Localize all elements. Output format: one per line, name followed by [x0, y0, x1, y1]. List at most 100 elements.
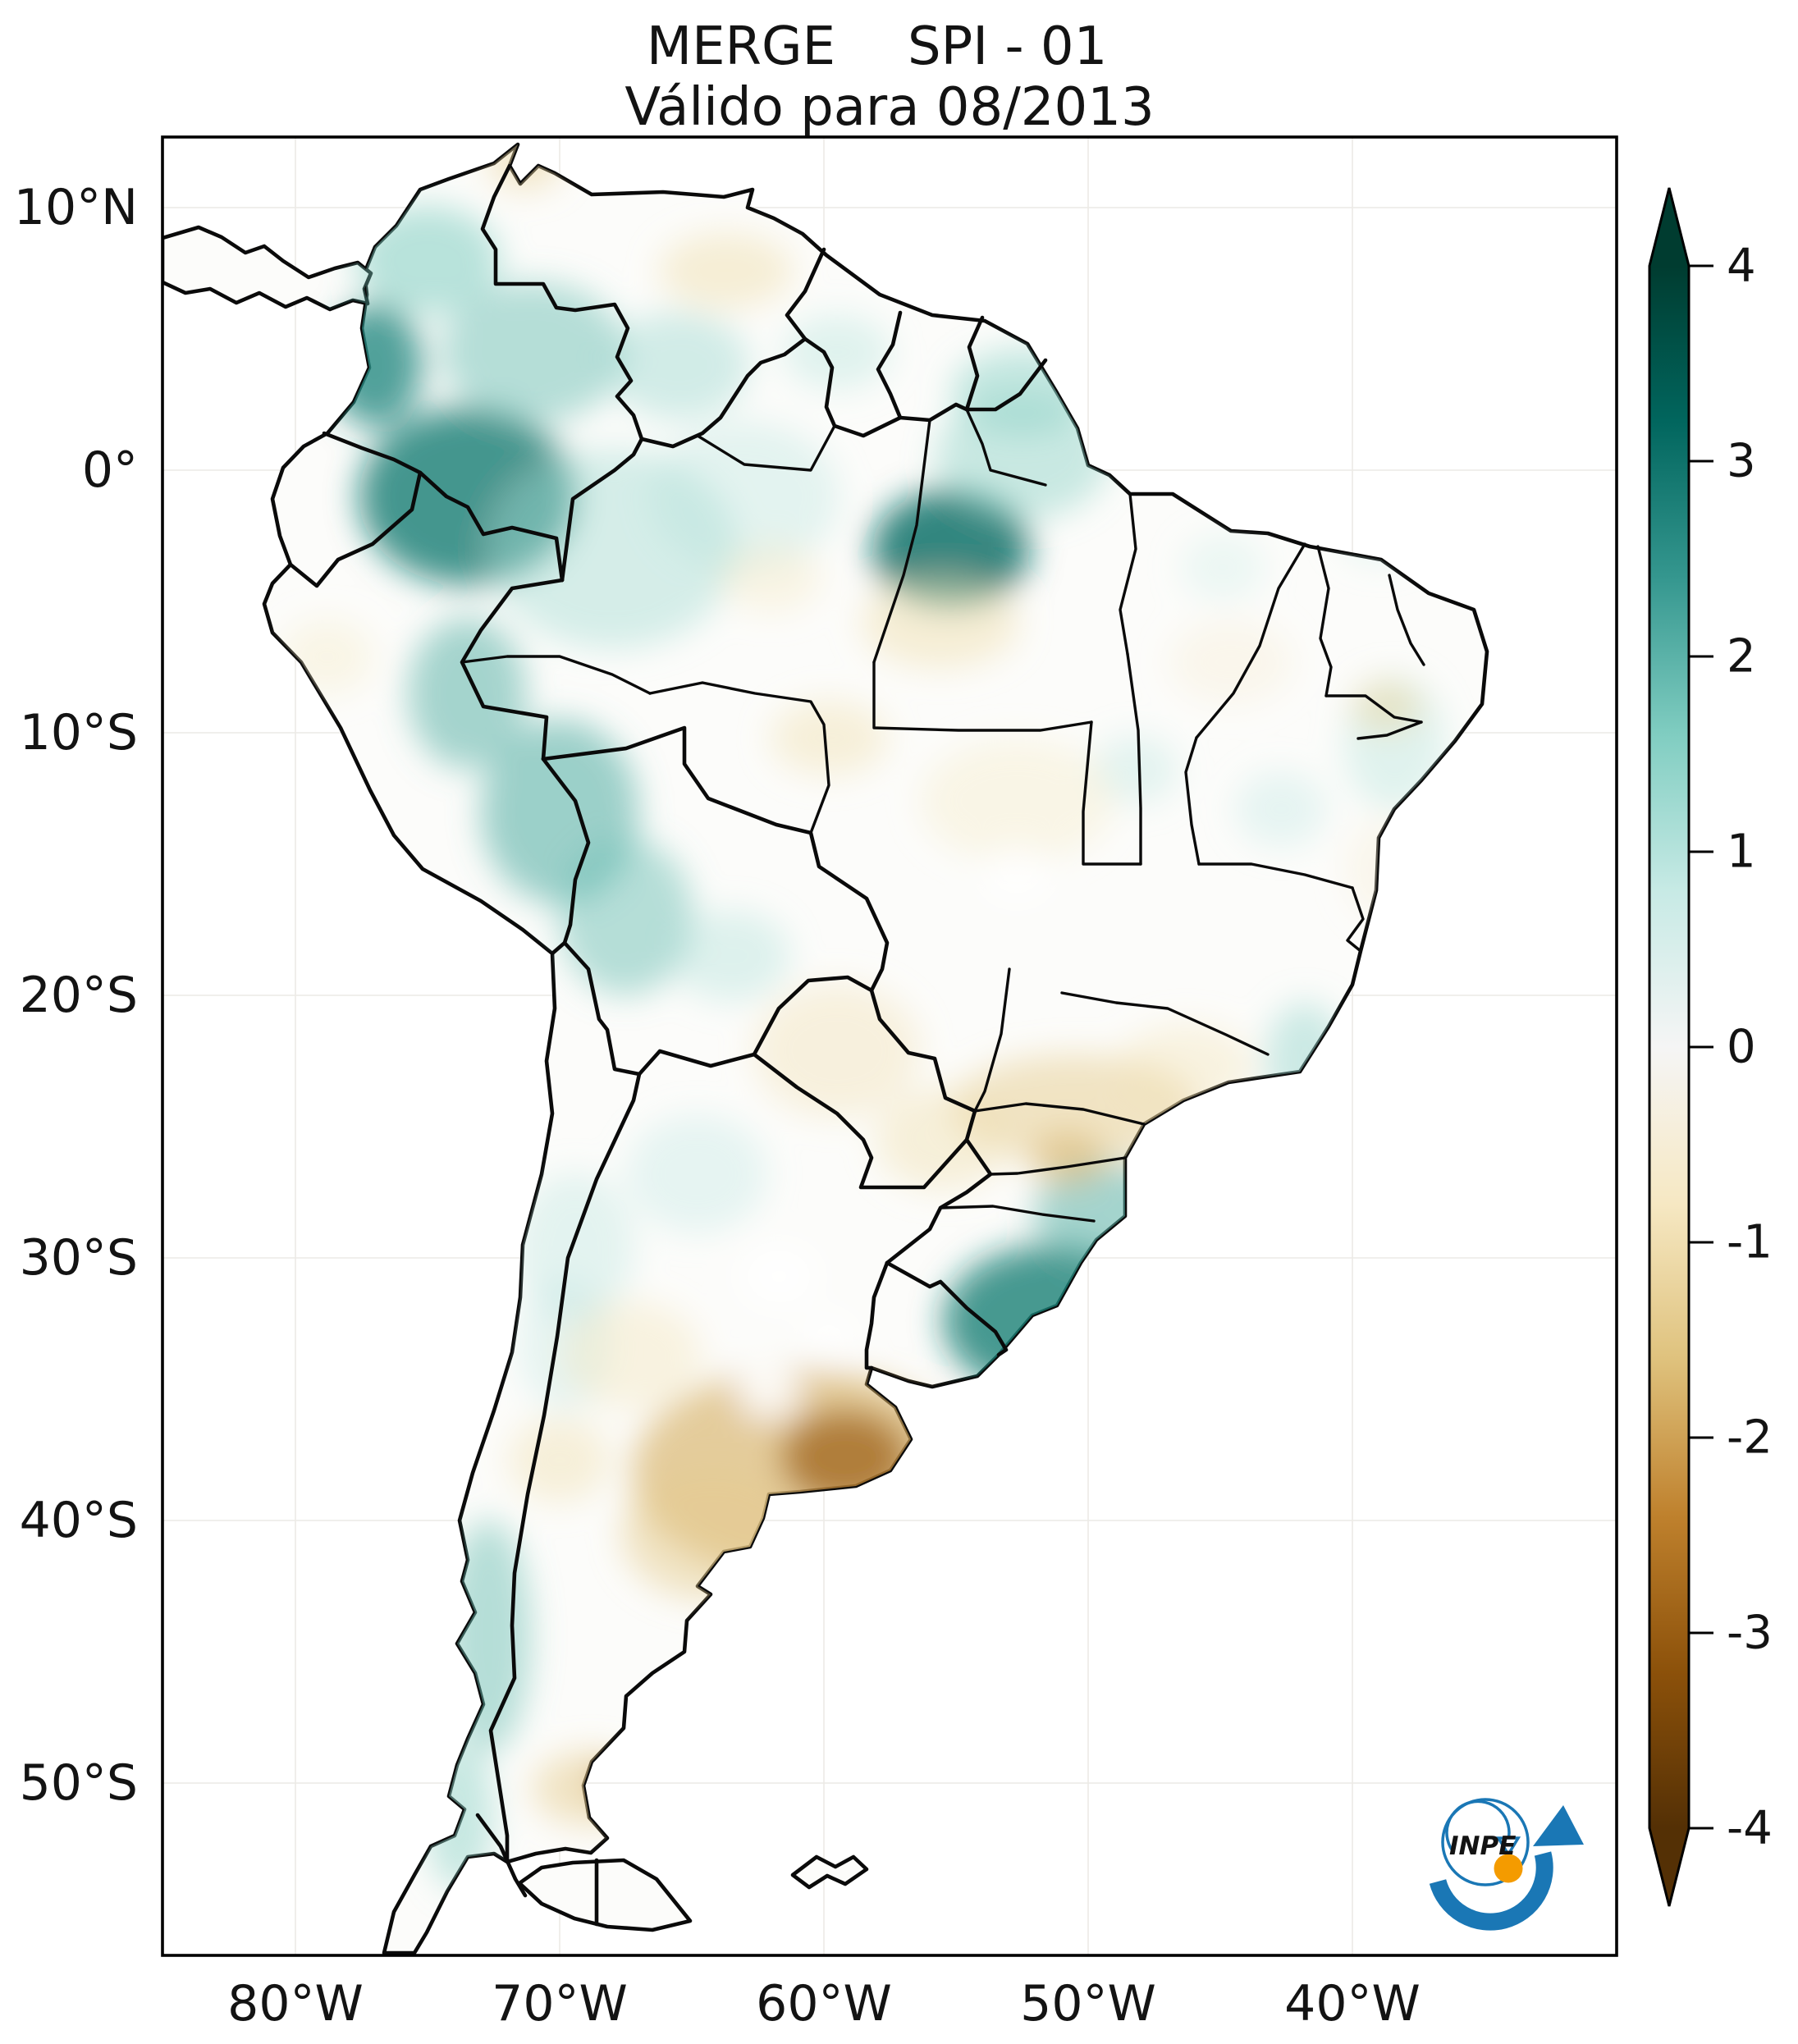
- border-bolivia-argentina: [637, 1049, 757, 1077]
- stateline-ceara-paraiba: [1388, 574, 1425, 666]
- stateline-matogrossodosul: [973, 967, 1011, 1113]
- figure-subtitle: Válido para 08/2013: [624, 77, 1154, 138]
- logo-swoosh-icon: [1429, 1851, 1553, 1931]
- border-chile-argentina-south: [475, 1813, 528, 1898]
- colorbar-ticks: 4 3 2 1 0 -1 -2 -3 -4: [1689, 240, 1773, 1855]
- border-venezuela-brazil: [639, 336, 807, 449]
- stateline-amapa: [965, 408, 1047, 487]
- stateline-acre: [460, 655, 652, 695]
- border-bolivia-brazil: [541, 725, 890, 993]
- logo-text: INPE: [1449, 1831, 1516, 1861]
- lat-tick-label: 20°S: [20, 967, 138, 1024]
- spi-no-data-patch: [741, 1246, 817, 1306]
- colorbar-tick-label: 3: [1727, 435, 1756, 488]
- spi-blob: [875, 1089, 1010, 1191]
- spi-blob: [441, 281, 625, 423]
- stateline-saopaulo-parana: [973, 1102, 1146, 1126]
- spi-blob: [558, 838, 693, 995]
- stateline-pernambuco-coast: [1357, 720, 1423, 740]
- lat-tick-label: 30°S: [20, 1229, 138, 1287]
- spi-no-data-patch: [983, 848, 1051, 900]
- figure-title-left: MERGE: [647, 16, 835, 77]
- border-peru-bolivia: [541, 757, 591, 945]
- colorbar-tick-label: 1: [1727, 825, 1756, 879]
- lon-tick-label: 80°W: [227, 1975, 364, 2033]
- spi-blob: [1235, 771, 1328, 847]
- inpe-logo: INPE: [1429, 1798, 1584, 1931]
- stateline-maranhao-piaui: [1195, 542, 1306, 739]
- colorbar-tick-label: -3: [1727, 1607, 1773, 1660]
- spi-blob: [1092, 734, 1178, 804]
- border-venezuela-guyana: [785, 247, 826, 341]
- stateline-para-matogrosso: [872, 661, 1093, 732]
- country-borders: [288, 163, 1048, 1927]
- border-argentina-brazil: [885, 1137, 993, 1265]
- border-chile-andes: [488, 940, 642, 1864]
- colorbar-tick-label: 4: [1727, 240, 1756, 293]
- spi-no-data-patch: [803, 1316, 855, 1357]
- stateline-parana-santacatarina: [989, 1156, 1127, 1176]
- stateline-matogrosso-goias: [1082, 720, 1142, 866]
- spi-blob: [753, 983, 922, 1118]
- spi-blob: [607, 311, 749, 419]
- stateline-rondonia: [648, 681, 830, 835]
- border-frguiana-brazil: [964, 358, 1048, 412]
- spi-blob: [935, 395, 1109, 519]
- colorbar: 4 3 2 1 0 -1 -2 -3 -4: [1648, 187, 1773, 1907]
- brazil-state-borders: [460, 408, 1425, 1223]
- small-island: [790, 1854, 869, 1890]
- stateline-bahia-west: [1184, 736, 1201, 866]
- spi-blob: [920, 738, 1114, 864]
- colorbar-tick-label: 2: [1727, 630, 1756, 684]
- border-colombia-venezuela: [480, 163, 644, 441]
- border-guianas-brazil: [803, 336, 969, 438]
- lat-tick-label: 50°S: [20, 1754, 138, 1812]
- border-colombia-peru: [418, 470, 565, 583]
- spi-no-data-patch: [739, 1368, 798, 1416]
- spi-blob: [783, 314, 892, 390]
- spi-blob: [1168, 619, 1293, 705]
- colorbar-tick-label: -4: [1727, 1802, 1773, 1855]
- map-panel: INPE: [161, 135, 1618, 1957]
- colorbar-tick-label: -2: [1727, 1411, 1773, 1465]
- logo-outer-circle-icon: [1441, 1798, 1530, 1886]
- spi-blob: [720, 543, 822, 613]
- stateline-amazonas-para: [872, 418, 931, 664]
- spi-blob: [770, 700, 889, 776]
- border-paraguay-argentina: [752, 1052, 969, 1190]
- latitude-axis: 10°N 0° 10°S 20°S 30°S 40°S 50°S: [14, 179, 138, 1812]
- logo-orange-dot-icon: [1494, 1854, 1523, 1883]
- border-colombia-ecuador: [322, 431, 423, 475]
- lat-tick-label: 10°S: [20, 704, 138, 761]
- stateline-bahia-minas: [1197, 862, 1354, 889]
- spi-blob: [872, 490, 1030, 608]
- spi-blob: [355, 206, 500, 314]
- logo-down-arrow-icon: [1495, 1836, 1521, 1858]
- spi-blob: [861, 576, 1019, 669]
- spi-blob: [626, 1114, 768, 1233]
- logo-arrowhead-icon: [1533, 1805, 1584, 1846]
- stateline-piaui-ceara: [1316, 545, 1333, 697]
- spi-blob: [408, 618, 527, 769]
- lon-tick-label: 70°W: [492, 1975, 628, 2033]
- border-guyana-suriname: [876, 310, 903, 420]
- panama-coastline: [162, 225, 373, 312]
- spi-blob: [658, 232, 794, 309]
- border-bolivia-paraguay: [752, 975, 874, 1057]
- stateline-pernambuco-bahia: [1324, 694, 1423, 724]
- lat-tick-label: 40°S: [20, 1492, 138, 1549]
- logo-spiral-icon: [1445, 1799, 1511, 1854]
- longitude-axis: 80°W 70°W 60°W 50°W 40°W: [227, 1975, 1421, 2033]
- tierra-del-fuego-coastline: [517, 1858, 693, 1932]
- colorbar-bar: [1648, 187, 1690, 1907]
- border-uruguay-argentina: [864, 1260, 890, 1370]
- stateline-santacatarina-riograndedosul: [939, 1205, 1096, 1223]
- spi-blob: [1029, 1132, 1105, 1185]
- border-uruguay-brazil: [885, 1260, 1009, 1357]
- spi-blob: [509, 1417, 611, 1503]
- border-suriname-frguiana: [964, 315, 985, 412]
- spi-blob: [560, 1301, 702, 1410]
- border-ecuador-peru: [288, 470, 423, 588]
- lon-tick-label: 60°W: [756, 1975, 892, 2033]
